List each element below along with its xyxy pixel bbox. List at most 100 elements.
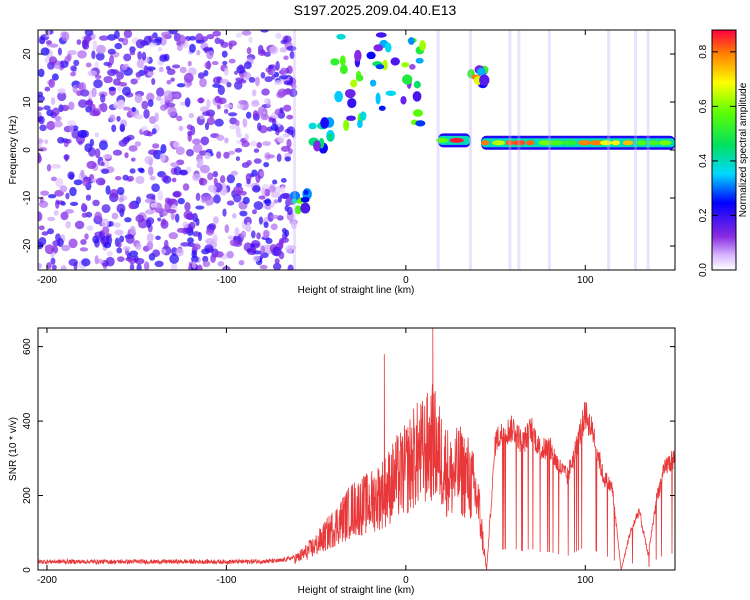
- blob-cell: [347, 98, 357, 109]
- noise-dot: [45, 40, 53, 45]
- noise-dot: [107, 48, 116, 55]
- colorbar-gradient: [711, 29, 737, 271]
- noise-dot: [159, 152, 166, 162]
- spectrogram-feature-3: [330, 32, 427, 132]
- noise-dot: [38, 111, 42, 118]
- noise-dot: [77, 50, 87, 59]
- vertical-streak: [634, 30, 638, 270]
- colorbar-tick-label: 0.2: [698, 208, 709, 222]
- noise-dot: [244, 133, 249, 141]
- noise-dot: [192, 231, 201, 237]
- noise-dot: [163, 90, 173, 100]
- noise-dot: [114, 229, 124, 236]
- blob-cell: [355, 74, 364, 82]
- noise-dot: [38, 147, 48, 152]
- snr-y-label: SNR (10 * v/v): [8, 417, 19, 481]
- noise-dot: [59, 60, 69, 69]
- noise-dot: [170, 162, 180, 168]
- tone-cell: [512, 140, 526, 146]
- noise-dot: [79, 247, 89, 252]
- noise-dot: [103, 61, 112, 66]
- noise-dot: [72, 84, 78, 94]
- tone-cell: [449, 137, 464, 143]
- snr-frame: [37, 327, 676, 571]
- blob-cell: [303, 189, 309, 196]
- noise-dot: [289, 51, 295, 60]
- noise-dot: [138, 168, 145, 174]
- noise-dot: [38, 153, 42, 163]
- noise-dot: [55, 177, 64, 188]
- noise-dot: [212, 216, 219, 224]
- blob-cell: [350, 79, 358, 88]
- noise-dot: [270, 123, 279, 132]
- noise-dot: [205, 200, 212, 206]
- noise-dot: [228, 150, 236, 155]
- noise-dot: [176, 44, 183, 52]
- blob-cell: [415, 120, 426, 127]
- noise-dot: [235, 32, 242, 39]
- snr-series-line: [38, 328, 675, 570]
- noise-dot: [219, 175, 226, 184]
- noise-dot: [196, 158, 204, 167]
- noise-dot: [283, 80, 293, 86]
- noise-dot: [128, 250, 139, 258]
- blob-cell: [400, 95, 407, 105]
- noise-dot: [70, 65, 77, 72]
- noise-dot: [145, 217, 155, 225]
- noise-dot: [80, 238, 87, 246]
- noise-dot: [53, 120, 63, 128]
- noise-dot: [260, 113, 270, 121]
- noise-dot: [263, 161, 270, 168]
- noise-dot: [236, 132, 243, 139]
- noise-dot: [202, 260, 211, 268]
- noise-dot: [286, 126, 296, 136]
- noise-dot: [230, 170, 239, 176]
- noise-dot: [150, 202, 158, 208]
- noise-dot: [93, 79, 103, 89]
- noise-dot: [114, 42, 123, 50]
- snr-x-label: Height of straight line (km): [298, 585, 415, 596]
- noise-dot: [210, 254, 216, 263]
- noise-dot: [73, 179, 83, 186]
- noise-dot: [259, 171, 265, 177]
- noise-dot: [157, 46, 163, 52]
- blob-cell: [375, 64, 385, 70]
- noise-dot: [175, 248, 184, 257]
- noise-dot: [198, 178, 208, 186]
- noise-dot: [159, 54, 168, 62]
- noise-dot: [271, 118, 277, 126]
- blob-cell: [378, 105, 386, 111]
- noise-dot: [123, 30, 133, 39]
- noise-dot: [211, 61, 219, 66]
- blob-cell: [401, 62, 410, 68]
- x-tick-label: 0: [403, 275, 409, 286]
- noise-dot: [113, 101, 120, 109]
- noise-dot: [280, 178, 287, 183]
- noise-dot: [260, 252, 269, 259]
- tone-cell: [578, 140, 592, 146]
- noise-dot: [182, 183, 190, 191]
- noise-dot: [50, 257, 56, 265]
- noise-dot: [66, 120, 77, 127]
- noise-dot: [103, 75, 113, 84]
- noise-dot: [243, 61, 252, 70]
- noise-dot: [84, 143, 93, 153]
- noise-dot: [176, 115, 183, 122]
- blob-cell: [373, 44, 384, 52]
- noise-dot: [286, 65, 293, 74]
- noise-dot: [261, 88, 270, 96]
- noise-dot: [278, 251, 285, 260]
- noise-dot: [229, 239, 238, 247]
- noise-dot: [65, 220, 71, 229]
- noise-dot: [117, 186, 125, 196]
- noise-dot: [157, 190, 164, 201]
- noise-dot: [50, 176, 58, 182]
- noise-dot: [212, 170, 219, 178]
- noise-dot: [273, 71, 280, 78]
- noise-dot: [92, 235, 100, 244]
- noise-dot: [46, 262, 52, 270]
- noise-dot: [162, 175, 172, 184]
- noise-dot: [234, 147, 243, 153]
- noise-dot: [136, 263, 142, 270]
- noise-dot: [154, 260, 164, 268]
